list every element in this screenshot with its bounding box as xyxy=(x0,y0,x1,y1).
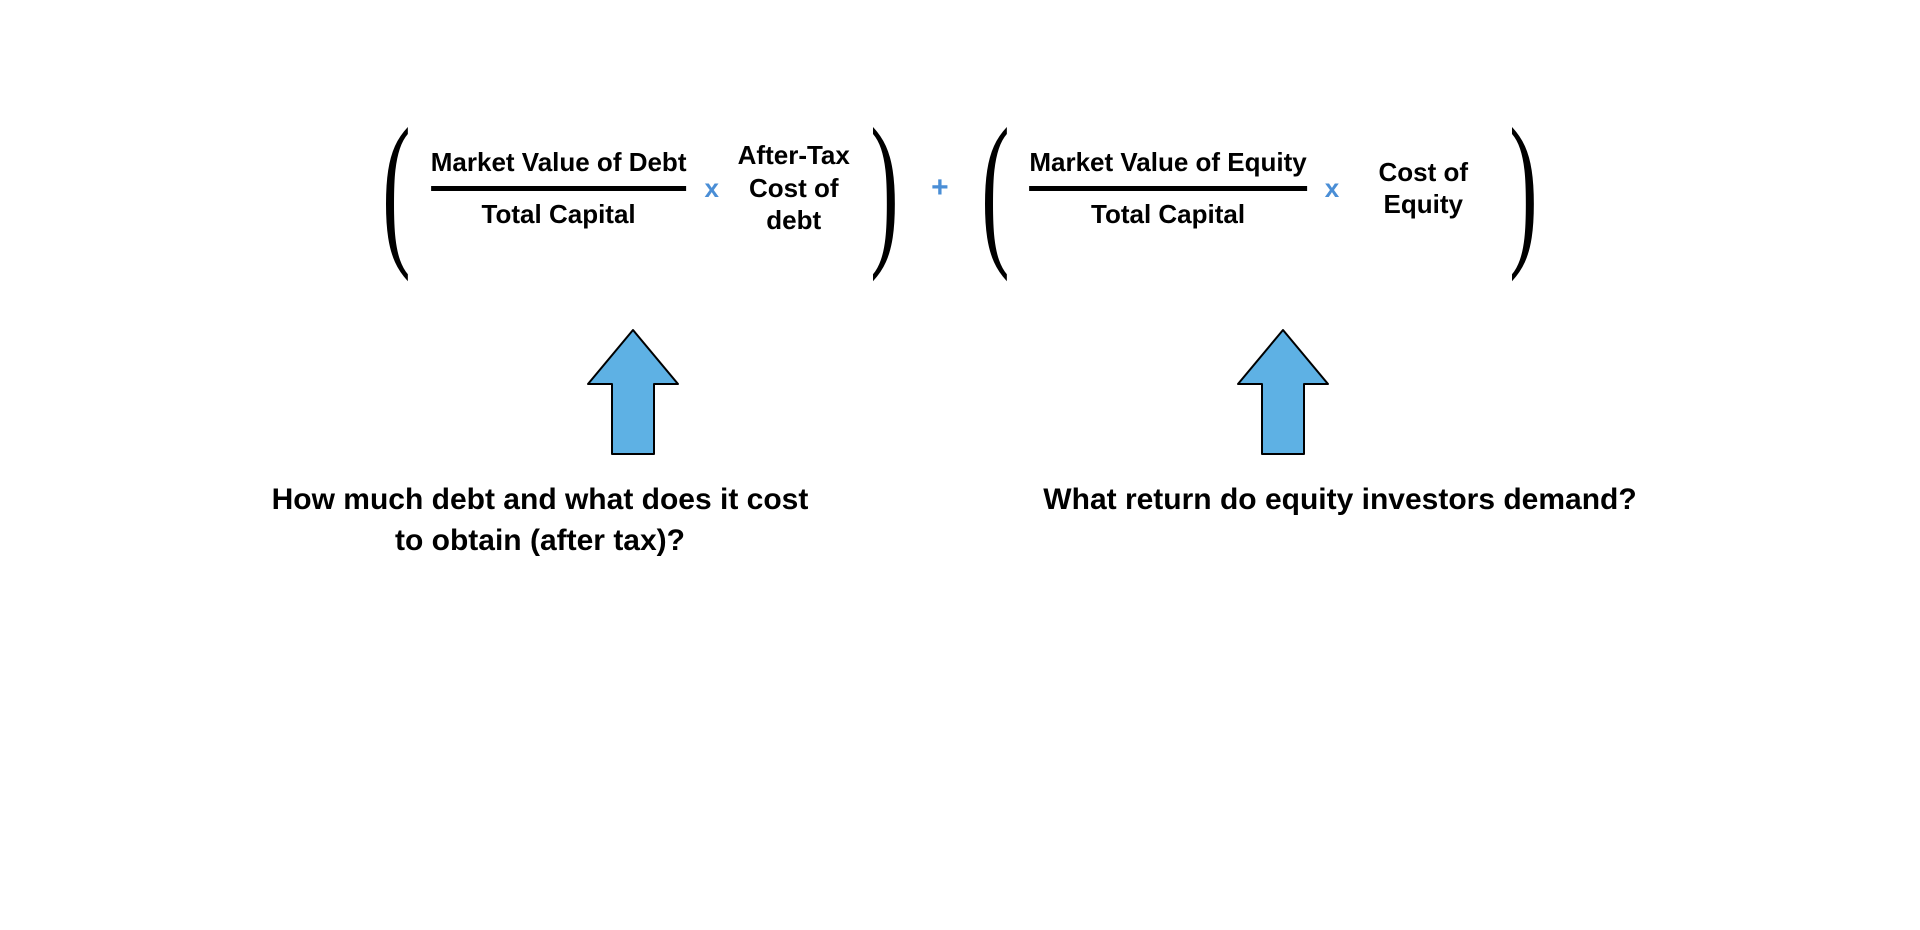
up-arrow-icon xyxy=(1236,328,1330,458)
fraction-bar-icon xyxy=(431,186,687,191)
equity-denominator: Total Capital xyxy=(1091,193,1245,236)
debt-denominator: Total Capital xyxy=(482,193,636,236)
paren-open-icon: ( xyxy=(981,120,1009,256)
equity-multiplier-label: Cost of Equity xyxy=(1357,156,1489,221)
paren-close-icon: ) xyxy=(1509,120,1537,256)
times-operator: x xyxy=(1325,173,1339,204)
times-operator: x xyxy=(704,173,718,204)
debt-multiplier-label: After-Tax Cost of debt xyxy=(737,139,851,237)
plus-operator: + xyxy=(931,171,949,205)
equity-term-content: Market Value of Equity Total Capital x C… xyxy=(1023,141,1495,236)
debt-term-group: ( Market Value of Debt Total Capital x A… xyxy=(368,120,913,256)
arrow-path xyxy=(1238,330,1328,454)
equity-fraction: Market Value of Equity Total Capital xyxy=(1029,141,1306,236)
debt-fraction: Market Value of Debt Total Capital xyxy=(431,141,687,236)
up-arrow-icon xyxy=(586,328,680,458)
equity-caption: What return do equity investors demand? xyxy=(1020,480,1660,561)
paren-open-icon: ( xyxy=(382,120,410,256)
arrow-path xyxy=(588,330,678,454)
paren-close-icon: ) xyxy=(871,120,899,256)
fraction-bar-icon xyxy=(1029,186,1306,191)
debt-term-content: Market Value of Debt Total Capital x Aft… xyxy=(425,139,857,237)
debt-numerator: Market Value of Debt xyxy=(431,141,687,184)
equity-numerator: Market Value of Equity xyxy=(1029,141,1306,184)
equity-term-group: ( Market Value of Equity Total Capital x… xyxy=(967,120,1552,256)
caption-row: How much debt and what does it cost to o… xyxy=(260,480,1660,561)
wacc-formula-row: ( Market Value of Debt Total Capital x A… xyxy=(368,120,1552,256)
debt-caption: How much debt and what does it cost to o… xyxy=(260,480,820,561)
